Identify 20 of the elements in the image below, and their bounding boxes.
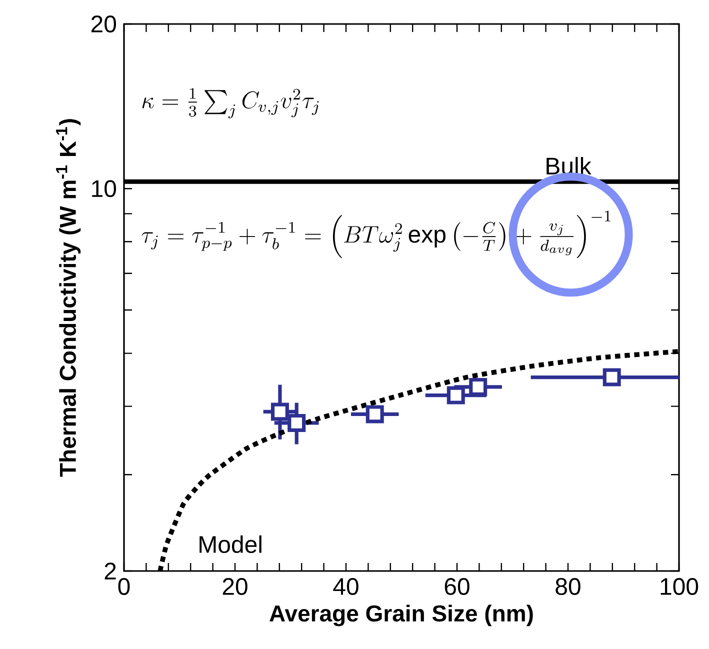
x-tick-label: 80 <box>556 578 580 596</box>
annotation: $\kappa = \frac{1}{3}\sum_j C_{v,j} v_j^2 \tau_j$ <box>142 88 319 118</box>
series-label: Model <box>200 535 262 554</box>
y-tick-label: 2 <box>104 562 116 580</box>
x-tick-label: 60 <box>444 578 470 596</box>
point <box>469 378 488 396</box>
point <box>446 386 465 404</box>
x-tick-label: 20 <box>222 578 248 596</box>
x-tick-label: 0 <box>118 578 130 596</box>
y-tick-label: 10 <box>92 180 116 198</box>
point <box>602 368 621 386</box>
point <box>366 405 384 424</box>
y-axis-title: Thermal Conductivity (W m$^{-1}$ K$^{-1}$) <box>56 119 81 477</box>
point <box>270 402 289 421</box>
x-axis-title: Average Grain Size (nm) <box>270 604 533 626</box>
x-tick-label: 100 <box>660 578 698 596</box>
y-tick-label: 20 <box>91 16 116 33</box>
x-tick-label: 40 <box>333 578 358 596</box>
annotation: $\tau_j = \tau_{p-p}^{-1} + \tau_b^{-1} = \left(BT\omega_j^2 \exp\left(-\frac{C}{T}\right) + \frac{v_j}{d_{avg}}\right)^{-1}$ <box>142 210 611 258</box>
point <box>288 414 306 432</box>
